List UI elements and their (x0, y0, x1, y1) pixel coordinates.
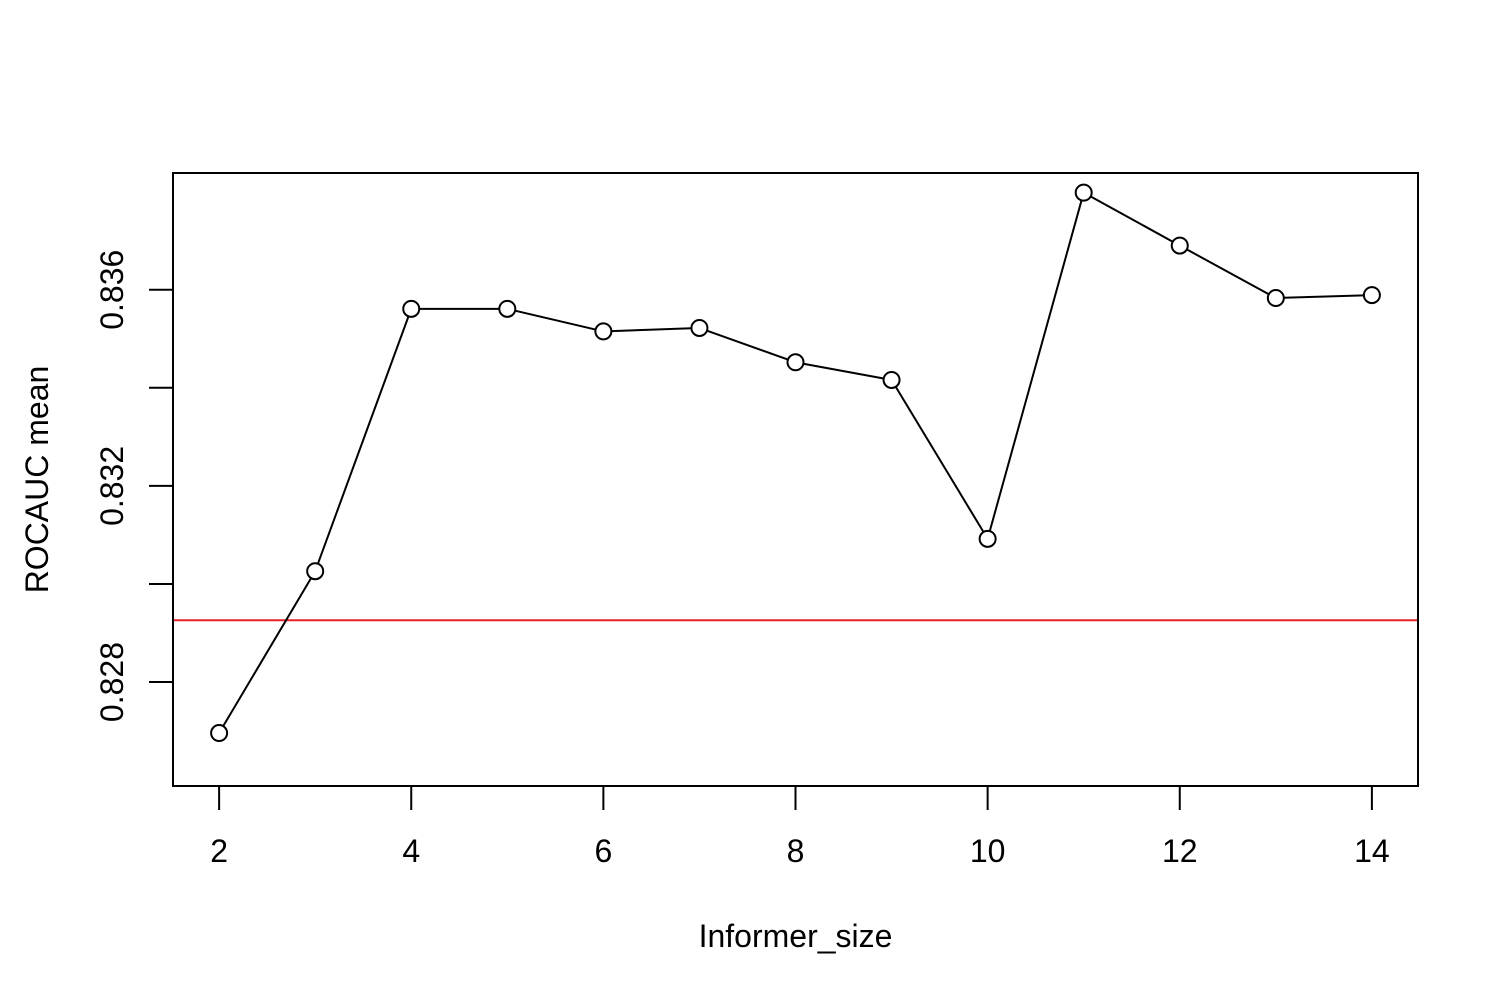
series-segment (1283, 294, 1364, 299)
data-point (786, 353, 805, 372)
series-segment (611, 327, 692, 333)
series-segment (988, 200, 1083, 532)
plot-frame (172, 172, 1419, 787)
series-segment (1090, 195, 1174, 243)
y-axis-title: ROCAUC mean (19, 366, 55, 594)
x-tick-label: 4 (402, 833, 420, 869)
series-segment (222, 577, 312, 727)
x-tick-label: 6 (594, 833, 612, 869)
data-point (1170, 236, 1189, 255)
x-tick-label: 12 (1162, 833, 1198, 869)
x-axis-title: Informer_size (699, 918, 893, 954)
series-layer (210, 183, 1381, 743)
y-tick-label: 0.836 (94, 250, 130, 330)
series-segment (514, 309, 596, 331)
series-segment (316, 316, 410, 565)
data-point (210, 724, 229, 743)
series-segment (803, 362, 884, 380)
y-tick-label: 0.828 (94, 642, 130, 722)
data-point (306, 562, 325, 581)
data-point (1362, 286, 1381, 305)
data-point (1266, 289, 1285, 308)
data-point (402, 299, 421, 318)
data-point (1074, 183, 1093, 202)
x-tick-label: 8 (787, 833, 805, 869)
x-tick-label: 14 (1354, 833, 1390, 869)
y-tick-label: 0.832 (94, 446, 130, 526)
data-point (594, 322, 613, 341)
y-axis: 0.828 0.832 0.836 (94, 250, 174, 722)
data-point (882, 370, 901, 389)
x-tick-label: 2 (210, 833, 228, 869)
x-axis: 2 4 6 8 10 12 14 (210, 785, 1390, 869)
data-point (978, 529, 997, 548)
data-point (690, 318, 709, 337)
x-tick-label: 10 (970, 833, 1006, 869)
series-segment (1186, 248, 1270, 296)
series-segment (894, 386, 985, 533)
data-point (498, 299, 517, 318)
series-segment (706, 329, 789, 361)
